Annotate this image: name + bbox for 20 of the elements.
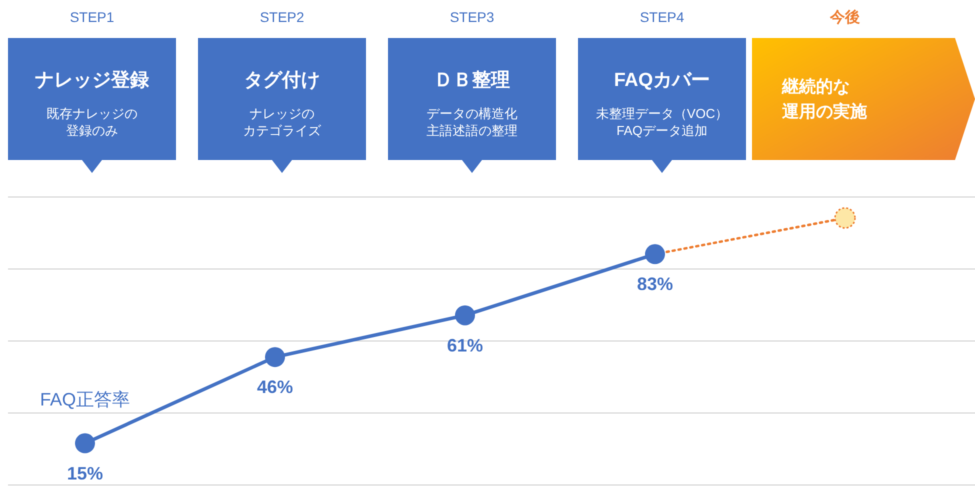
value-label: 83% — [636, 274, 674, 294]
header-box: タグ付け ナレッジの カテゴライズ — [198, 38, 366, 173]
point — [834, 207, 856, 229]
category: 今後 — [830, 9, 860, 26]
point — [75, 433, 95, 454]
category: STEP1 — [70, 9, 114, 25]
value-label: 61% — [446, 335, 484, 356]
header-box: ナレッジ登録 既存ナレッジの 登録のみ — [8, 38, 176, 173]
value-label: 15% — [66, 463, 104, 484]
point — [645, 244, 665, 264]
category: STEP2 — [260, 9, 304, 25]
category: STEP4 — [640, 9, 684, 25]
point — [265, 347, 285, 368]
series-name: FAQ正答率 — [40, 389, 130, 410]
header-box: ＤＢ整理 データの構造化 主語述語の整理 — [388, 38, 556, 173]
category: STEP3 — [450, 9, 494, 25]
value-label: 46% — [256, 377, 294, 398]
header-box: FAQカバー 未整理データ（VOC） FAQデータ追加 — [578, 38, 746, 173]
header-box: 継続的な 運用の実施 — [752, 38, 975, 160]
point — [455, 305, 475, 326]
